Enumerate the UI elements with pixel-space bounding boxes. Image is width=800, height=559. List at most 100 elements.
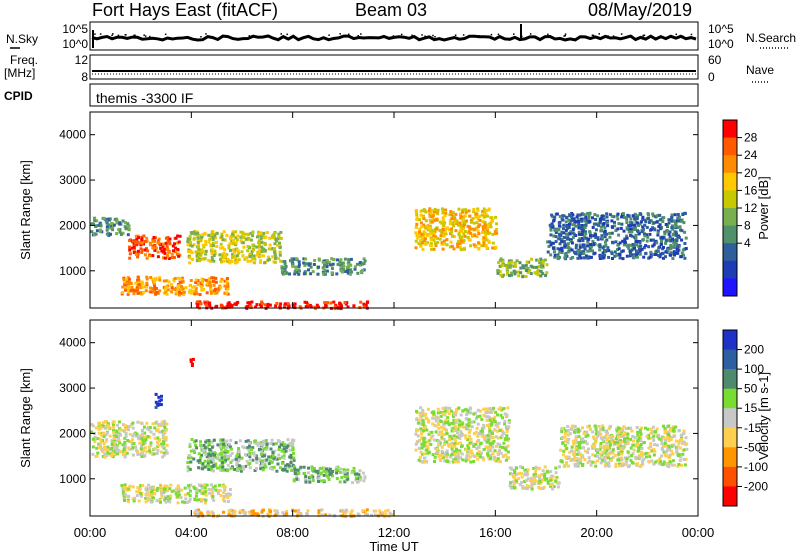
echo-cell: [610, 440, 614, 444]
nsearch-dot: [598, 33, 600, 35]
echo-cell: [474, 417, 478, 421]
echo-cell: [420, 460, 424, 464]
echo-cell: [439, 234, 443, 238]
echo-cell: [482, 207, 486, 211]
echo-cell: [156, 239, 160, 243]
echo-cell: [577, 443, 581, 447]
echo-cell: [181, 276, 185, 280]
echo-cell: [465, 454, 469, 458]
echo-cell: [291, 442, 295, 446]
echo-cell: [664, 250, 668, 254]
echo-cell: [674, 233, 678, 237]
echo-cell: [610, 214, 614, 218]
echo-cell: [415, 418, 419, 422]
echo-cell: [222, 495, 226, 498]
echo-cell: [252, 261, 256, 265]
echo-cell: [604, 433, 608, 437]
echo-cell: [112, 223, 116, 227]
echo-cell: [502, 441, 506, 445]
echo-cell: [102, 216, 106, 220]
echo-cell: [548, 240, 552, 244]
echo-cell: [265, 445, 269, 449]
echo-cell: [136, 291, 140, 295]
echo-cell: [496, 457, 500, 461]
echo-cell: [575, 215, 579, 219]
echo-cell: [235, 463, 239, 467]
echo-cell: [429, 443, 433, 446]
echo-cell: [574, 220, 578, 224]
velocity-colorbar-label: Velocity [m s-1]: [756, 372, 771, 460]
echo-cell: [476, 415, 480, 419]
echo-cell: [235, 254, 239, 258]
echo-cell: [223, 238, 227, 242]
echo-cell: [546, 250, 550, 254]
echo-cell: [231, 458, 235, 462]
echo-cell: [563, 256, 567, 260]
echo-cell: [145, 256, 149, 260]
colorbar-frame: [722, 329, 738, 507]
echo-cell: [460, 236, 464, 240]
echo-cell: [454, 421, 458, 425]
echo-cell: [572, 217, 576, 221]
echo-cell: [235, 238, 239, 242]
echo-cell: [317, 509, 321, 513]
echo-cell: [558, 233, 562, 237]
echo-cell: [483, 222, 487, 226]
echo-cell: [671, 227, 675, 231]
echo-cell: [135, 237, 139, 241]
echo-cell: [176, 252, 180, 256]
nsearch-dot: [421, 34, 423, 36]
echo-cell: [212, 276, 216, 280]
echo-cell: [274, 442, 278, 446]
echo-cell: [203, 465, 207, 469]
colorbar-swatch: [723, 486, 737, 507]
echo-cell: [126, 439, 130, 442]
echo-cell: [676, 251, 679, 255]
echo-cell: [634, 455, 638, 459]
echo-cell: [249, 305, 253, 309]
echo-cell: [534, 465, 538, 469]
echo-cell: [143, 248, 147, 252]
echo-cell: [650, 449, 654, 453]
echo-cell: [123, 450, 127, 454]
echo-cell: [265, 458, 269, 462]
echo-cell: [447, 423, 451, 427]
echo-cell: [143, 441, 147, 445]
echo-cell: [91, 445, 95, 449]
echo-cell: [331, 262, 335, 266]
echo-cell: [497, 449, 501, 453]
colorbar-swatch: [723, 447, 737, 468]
echo-cell: [204, 493, 208, 497]
echo-cell: [117, 431, 121, 435]
echo-cell: [488, 434, 492, 438]
echo-cell: [654, 430, 658, 434]
echo-cell: [281, 511, 285, 515]
echo-cell: [477, 247, 481, 251]
echo-cell: [141, 432, 145, 436]
echo-cell: [641, 459, 644, 463]
echo-cell: [523, 480, 527, 483]
echo-cell: [582, 256, 586, 260]
echo-cell: [315, 469, 319, 473]
echo-cell: [530, 487, 534, 491]
echo-cell: [263, 261, 267, 265]
echo-cell: [225, 445, 229, 449]
echo-cell: [602, 447, 606, 451]
echo-cell: [280, 449, 284, 453]
echo-cell: [564, 432, 567, 436]
echo-cell: [219, 279, 223, 283]
echo-cell: [344, 475, 347, 479]
echo-cell: [490, 411, 493, 414]
echo-cell: [339, 258, 343, 262]
echo-cell: [194, 443, 198, 447]
echo-cell: [675, 450, 679, 454]
echo-cell: [173, 250, 177, 254]
echo-cell: [658, 213, 662, 217]
echo-cell: [573, 450, 576, 454]
echo-cell: [302, 465, 306, 469]
echo-cell: [589, 255, 593, 259]
echo-cell: [482, 458, 486, 462]
echo-cell: [157, 439, 161, 443]
echo-cell: [251, 234, 255, 238]
echo-cell: [148, 435, 152, 439]
